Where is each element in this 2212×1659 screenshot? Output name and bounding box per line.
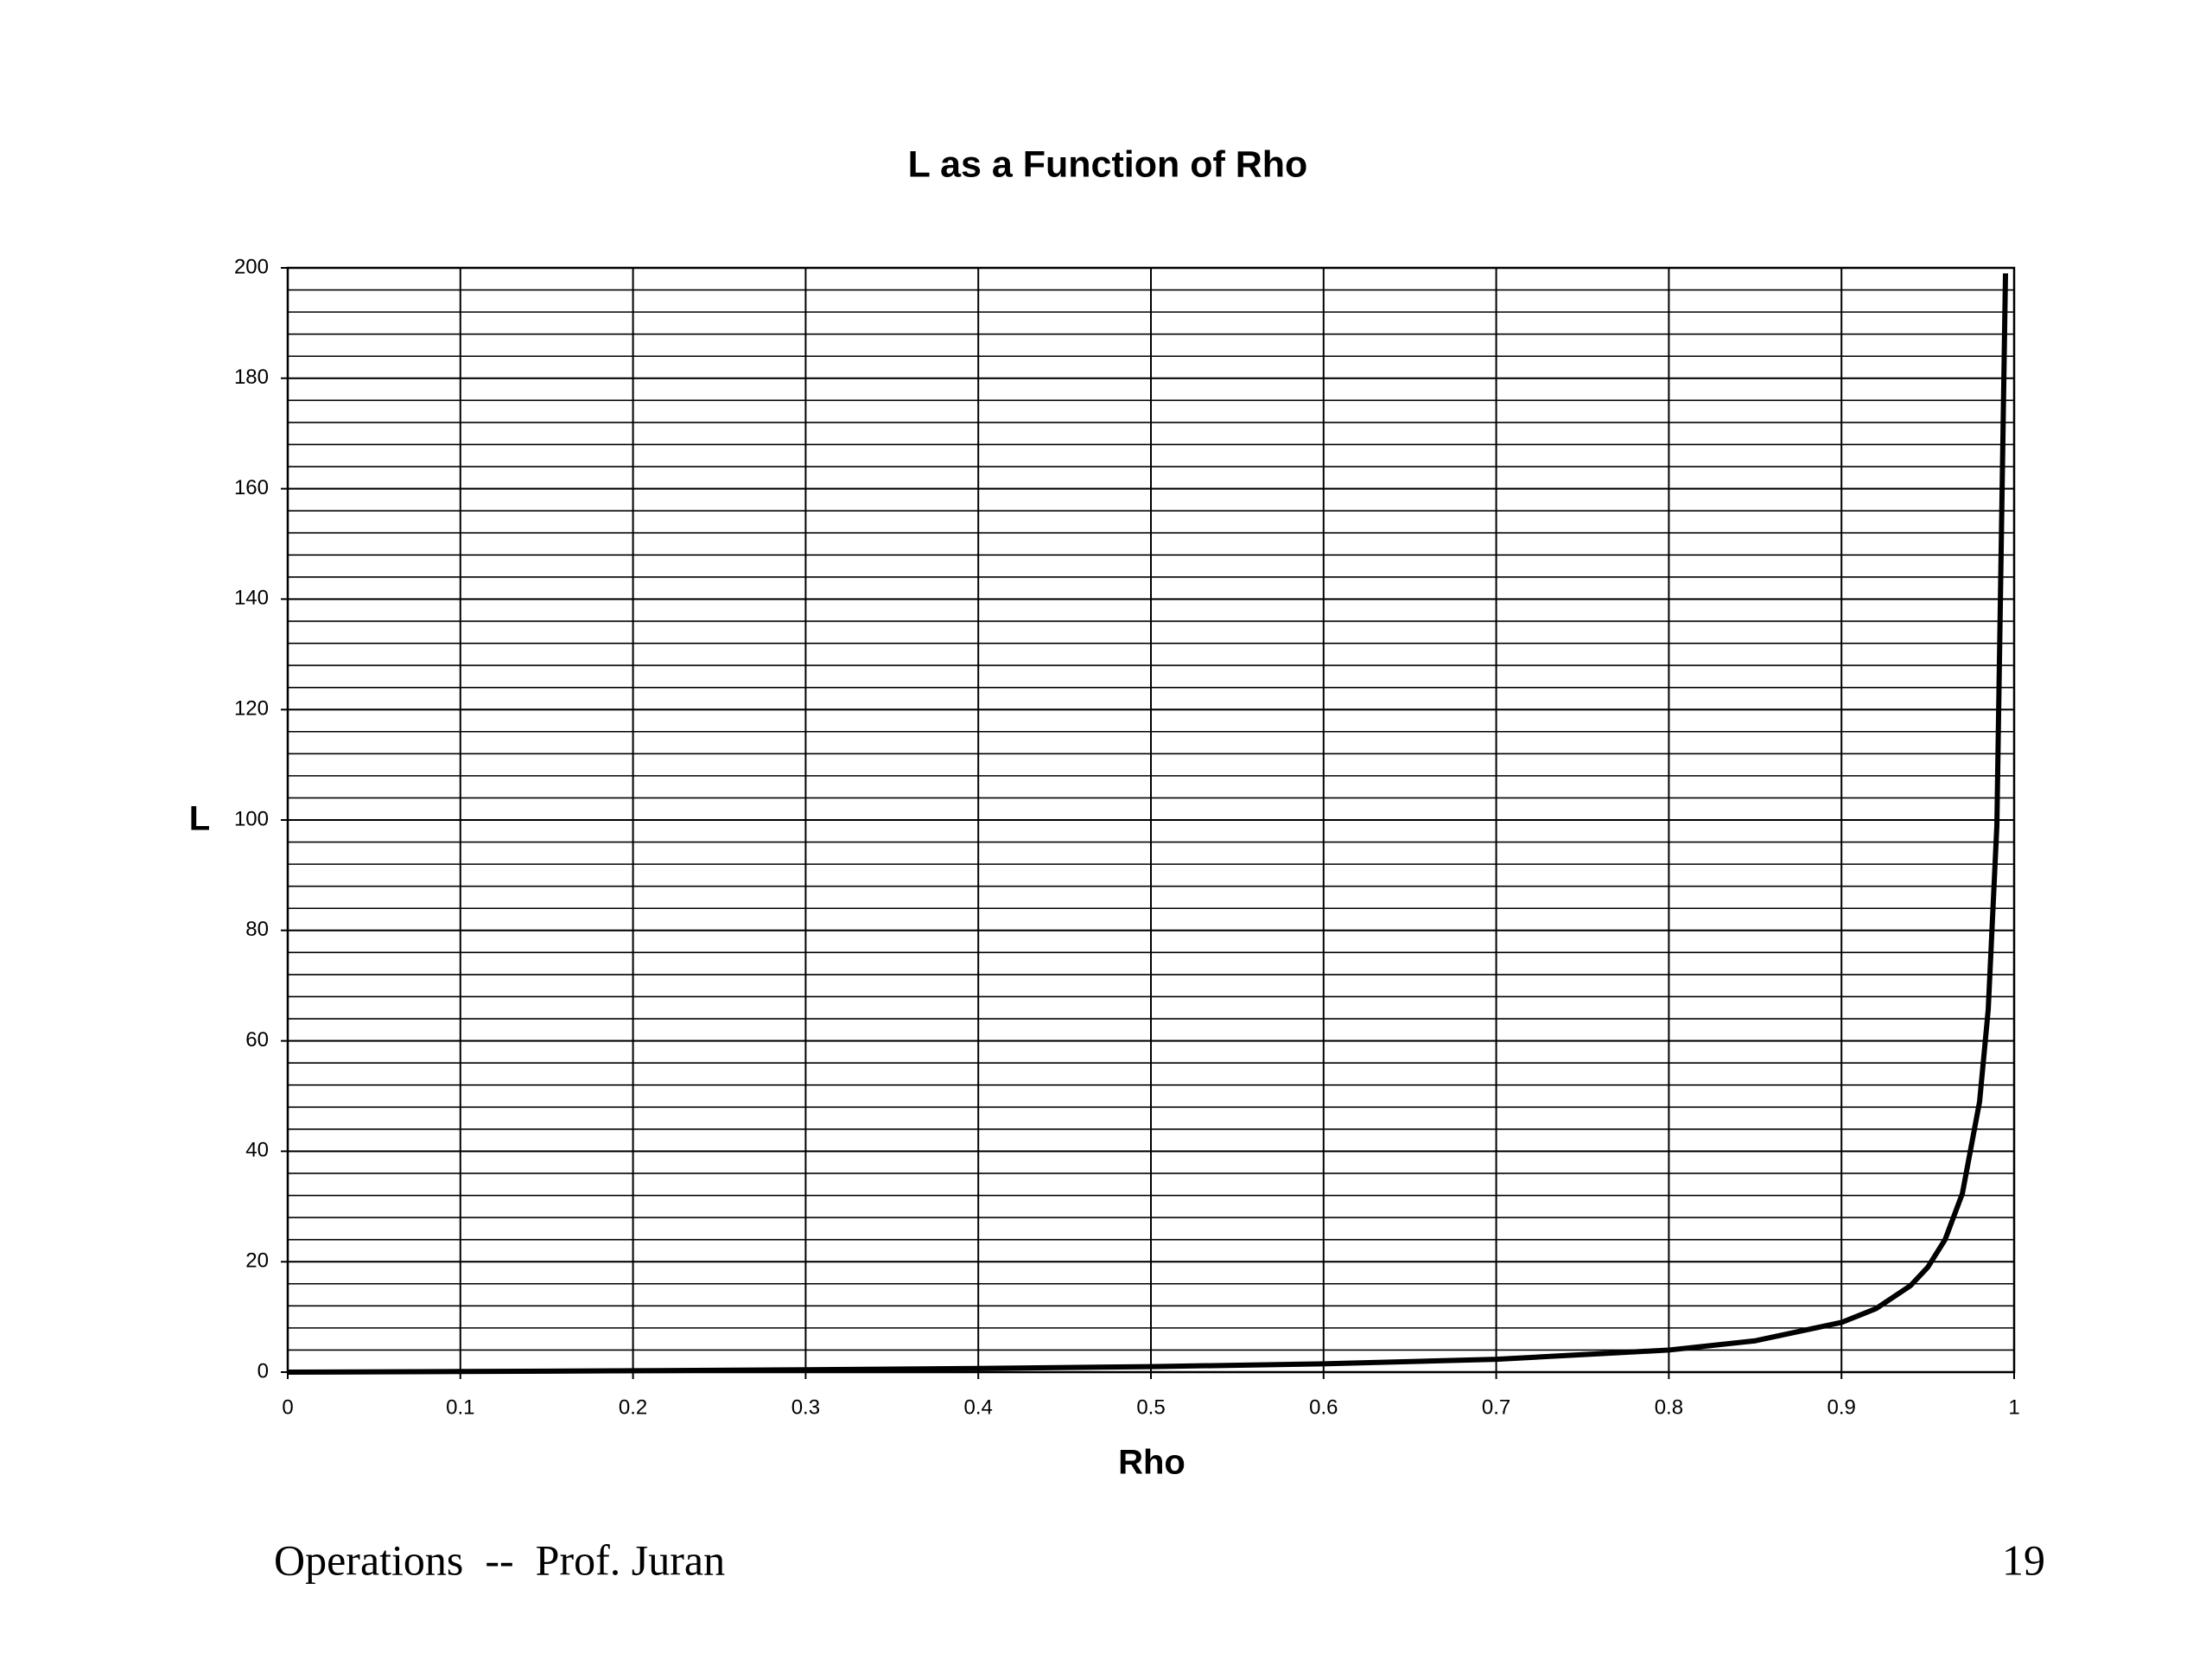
y-tick-label: 100 bbox=[234, 807, 269, 830]
chart-title: L as a Function of Rho bbox=[908, 143, 1308, 185]
x-tick-label: 0.5 bbox=[1136, 1395, 1165, 1419]
y-tick-label: 0 bbox=[257, 1359, 269, 1382]
x-tick-label: 1 bbox=[2008, 1395, 2019, 1419]
plot-border bbox=[286, 266, 2016, 1374]
x-axis-label: Rho bbox=[1118, 1444, 1185, 1482]
x-tick-label: 0.6 bbox=[1309, 1395, 1338, 1419]
y-tick-label: 80 bbox=[245, 918, 269, 941]
page-number: 19 bbox=[2002, 1535, 2045, 1584]
x-tick-label: 0.8 bbox=[1655, 1395, 1683, 1419]
y-tick-label: 200 bbox=[234, 255, 269, 278]
x-tick-label: 0.2 bbox=[619, 1395, 647, 1419]
footer-text: Operations -- Prof. Juran bbox=[274, 1535, 725, 1584]
y-tick-label: 160 bbox=[234, 476, 269, 499]
y-tick-label: 120 bbox=[234, 697, 269, 721]
y-tick-label: 140 bbox=[234, 587, 269, 610]
y-tick-label: 60 bbox=[245, 1028, 269, 1052]
y-tick-label: 40 bbox=[245, 1139, 269, 1162]
x-tick-label: 0.9 bbox=[1827, 1395, 1856, 1419]
x-tick-label: 0.3 bbox=[791, 1395, 820, 1419]
x-tick-label: 0.7 bbox=[1482, 1395, 1510, 1419]
x-tick-label: 0 bbox=[282, 1395, 293, 1419]
x-tick-label: 0.4 bbox=[964, 1395, 993, 1419]
y-tick-label: 180 bbox=[234, 365, 269, 389]
x-tick-label: 0.1 bbox=[446, 1395, 474, 1419]
y-tick-label: 20 bbox=[245, 1249, 269, 1273]
data-line bbox=[287, 273, 2009, 1375]
y-axis-label: L bbox=[189, 800, 210, 838]
